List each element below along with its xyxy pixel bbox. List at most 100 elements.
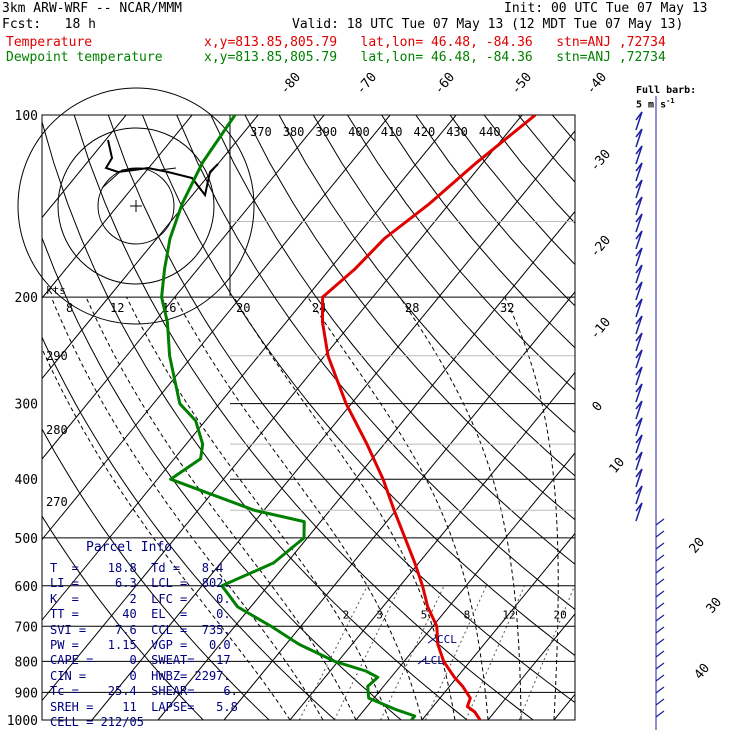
wind-barb-low [655, 590, 665, 598]
mixing-ratio-label-3: 3 [376, 608, 383, 621]
ccl-tick [427, 636, 437, 644]
parcel-info-row: CIN = 0 HWBZ= 2297. [50, 668, 231, 683]
isotherm-line [620, 115, 740, 720]
plot-frame [41, 114, 576, 721]
isotherm-label--70: -70 [354, 70, 381, 98]
mixing-ratio-label-2: 2 [343, 608, 350, 621]
wind-barb-low [655, 554, 665, 562]
wind-barb [635, 213, 643, 233]
parcel-info-row: CAPE = 0 SWEAT= 17 [50, 653, 231, 668]
wind-barb-low [655, 578, 665, 586]
wind-barb [635, 434, 643, 454]
speed-label-24: 24 [312, 301, 326, 315]
temperature-legend: Temperature [6, 35, 93, 50]
dry-adiabat [42, 427, 270, 720]
dry-adiabat [42, 515, 204, 720]
moist-adiabat [620, 297, 677, 720]
wind-barb-low [655, 626, 665, 634]
dry-adiabat [415, 115, 575, 307]
isotherm-label-10: 10 [607, 455, 629, 477]
moist-adiabat [399, 296, 522, 720]
wind-barb-low [655, 638, 665, 646]
wind-barb [635, 298, 643, 318]
isotherm-line [42, 115, 259, 380]
theta-label-390: 390 [315, 125, 337, 139]
mixing-ratio-label-8: 8 [464, 608, 471, 621]
dry-adiabat [483, 115, 575, 224]
mixing-ratio-line [518, 585, 576, 721]
isotherm-line [42, 115, 325, 460]
wind-barb [635, 111, 643, 131]
pressure-tick-200: 200 [15, 291, 38, 306]
dry-adiabat [42, 120, 468, 720]
parcel-info-row: LI = 6.3 LCL = 802. [50, 576, 231, 591]
speed-label-8: 8 [66, 301, 73, 315]
wind-barb [635, 468, 643, 488]
isotherm-label--80: -80 [278, 70, 305, 98]
wind-barb-low [655, 542, 665, 550]
parcel-info-row: K = 2 LFC = 0. [50, 591, 231, 606]
wind-barb [635, 281, 643, 301]
pressure-tick-600: 600 [15, 580, 38, 595]
model-title: 3km ARW-WRF -- NCAR/MMM [2, 1, 183, 16]
dry-adiabat [312, 115, 575, 434]
dry-adiabat [73, 115, 534, 720]
dry-adiabat [449, 115, 575, 266]
wind-barb-low [655, 602, 665, 610]
wind-barb [635, 145, 643, 165]
pressure-tick-900: 900 [15, 686, 38, 701]
isotherm-line [42, 115, 391, 541]
dewpoint-location: x,y=813.85,805.79 lat,lon= 46.48, -84.36… [204, 50, 666, 65]
theta-label-410: 410 [381, 125, 403, 139]
isotherm-line [157, 210, 575, 720]
wind-barb [635, 349, 643, 369]
mixing-ratio-label-12: 12 [502, 608, 515, 621]
wind-barb [635, 264, 643, 284]
mixing-ratio-label-5: 5 [421, 608, 428, 621]
wind-barb [635, 332, 643, 352]
moist-adiabat [42, 347, 291, 720]
temperature-profile [321, 115, 537, 720]
hodograph-ring [17, 87, 255, 325]
isotherm-line [487, 613, 575, 720]
pressure-tick-300: 300 [15, 398, 38, 413]
mixing-ratio-lines [298, 585, 576, 721]
pressure-tick-800: 800 [15, 655, 38, 670]
moist-adiabat [126, 296, 390, 720]
hodograph-ring [57, 127, 215, 285]
parcel-info-row: Tc = 25.4 SHEAR= 6. [50, 684, 238, 699]
parcel-info-title: Parcel Info [86, 540, 173, 555]
dry-adiabat [244, 115, 575, 521]
mixing-ratio-label-20: 20 [554, 608, 567, 621]
dewpoint-legend: Dewpoint temperature [6, 50, 163, 65]
isotherm-line [421, 532, 575, 720]
wind-barb [635, 451, 643, 471]
barb-legend-exponent: -1 [666, 97, 675, 105]
isotherm-line [553, 693, 575, 720]
wind-barb-low [655, 566, 665, 574]
wind-barbs [635, 96, 665, 730]
temperature-location: x,y=813.85,805.79 lat,lon= 46.48, -84.36… [204, 35, 666, 50]
barb-legend-line2: 5 m s [636, 99, 667, 111]
dry-adiabat [552, 115, 575, 143]
wind-barb [635, 502, 643, 522]
speed-label-12: 12 [110, 301, 124, 315]
dry-adiabat-label-290: 290 [46, 349, 68, 363]
pressure-tick-500: 500 [15, 532, 38, 547]
isotherm-label--60: -60 [432, 70, 459, 98]
pressure-tick-100: 100 [15, 109, 38, 124]
wind-barb [635, 315, 643, 335]
dry-adiabat-label-270: 270 [46, 495, 68, 509]
wind-barb [635, 400, 643, 420]
barb-legend: Full barb: 5 m s-1 [636, 85, 696, 110]
isotherm-line [91, 130, 575, 720]
wind-barb-low [655, 530, 665, 538]
parcel-info-row: SVI = 7.6 CCL = 735. [50, 622, 231, 637]
isotherm-line [42, 115, 193, 299]
isotherm-line [289, 371, 575, 720]
pressure-tick-400: 400 [15, 473, 38, 488]
theta-label-440: 440 [479, 125, 501, 139]
isotherm-line [223, 291, 575, 720]
wind-barb [635, 485, 643, 505]
